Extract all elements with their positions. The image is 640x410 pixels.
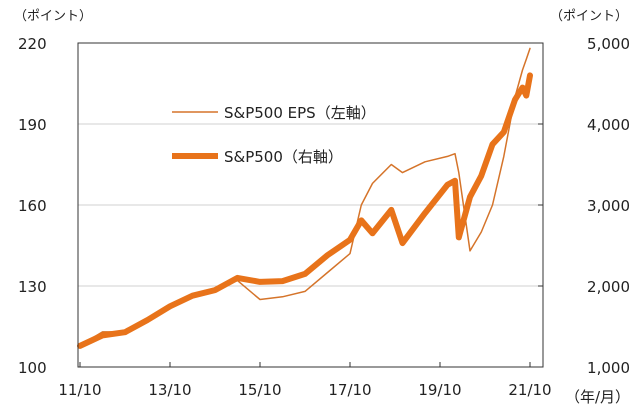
legend-label-price: S&P500（右軸） — [224, 148, 343, 166]
y-right-tick-label: 1,000 — [587, 359, 630, 377]
legend-label-eps: S&P500 EPS（左軸） — [224, 104, 376, 122]
eps-line — [79, 47, 531, 347]
y-left-tick-label: 130 — [18, 278, 47, 296]
legend: S&P500 EPS（左軸） S&P500（右軸） — [172, 104, 376, 166]
x-tick-label: 11/10 — [58, 381, 101, 399]
axis-ticks: 100 1,000 130 2,000 160 3,000 190 4,000 220 5,000… — [18, 35, 630, 399]
x-tick-label: 19/10 — [418, 381, 461, 399]
price-line — [77, 72, 533, 349]
y-left-tick-label: 190 — [18, 116, 47, 134]
y-left-tick-label: 220 — [18, 35, 47, 53]
y-right-tick-label: 5,000 — [587, 35, 630, 53]
y-left-tick-label: 100 — [18, 359, 47, 377]
y-right-tick-label: 3,000 — [587, 197, 630, 215]
y-right-unit: （ポイント） — [550, 9, 628, 24]
x-tick-label: 13/10 — [148, 381, 191, 399]
x-tick-label: 17/10 — [328, 381, 371, 399]
x-tick-label: 21/10 — [508, 381, 551, 399]
x-tick-label: 15/10 — [238, 381, 281, 399]
y-right-tick-label: 2,000 — [587, 278, 630, 296]
y-left-unit: （ポイント） — [14, 9, 92, 24]
series-lines — [77, 47, 533, 349]
y-right-tick-label: 4,000 — [587, 116, 630, 134]
y-left-tick-label: 160 — [18, 197, 47, 215]
x-unit: （年/月） — [565, 388, 630, 406]
